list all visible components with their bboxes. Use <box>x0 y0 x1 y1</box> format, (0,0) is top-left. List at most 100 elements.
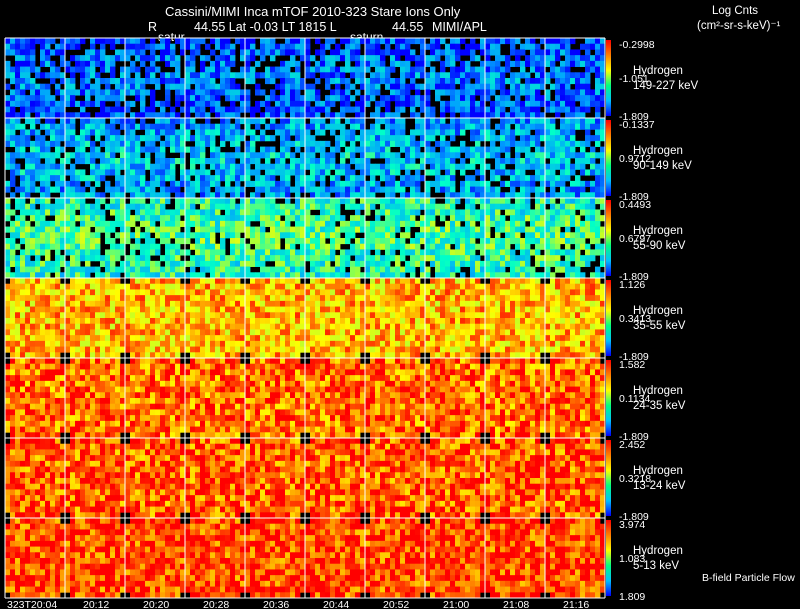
heatmap-cell <box>15 226 21 233</box>
heatmap-cell <box>560 49 566 56</box>
heatmap-cell <box>225 43 231 50</box>
heatmap-cell <box>110 220 116 227</box>
heatmap-cell <box>110 295 116 302</box>
heatmap-cell <box>535 49 541 56</box>
heatmap-cell <box>440 83 446 90</box>
heatmap-cell <box>495 100 501 107</box>
heatmap-cell <box>365 198 371 205</box>
heatmap-cell <box>85 140 91 147</box>
heatmap-cell <box>40 340 46 347</box>
heatmap-cell <box>200 100 206 107</box>
heatmap-cell <box>475 215 481 222</box>
heatmap-cell <box>540 180 546 187</box>
heatmap-cell <box>575 78 581 85</box>
heatmap-cell <box>220 335 226 342</box>
heatmap-cell <box>235 312 241 319</box>
heatmap-cell <box>530 123 536 130</box>
heatmap-cell <box>425 169 431 176</box>
heatmap-cell <box>495 66 501 73</box>
heatmap-cell <box>175 95 181 102</box>
heatmap-cell <box>480 260 486 267</box>
heatmap-cell <box>385 152 391 159</box>
heatmap-cell <box>215 306 221 313</box>
heatmap-cell <box>270 323 276 330</box>
heatmap-cell <box>170 266 176 273</box>
heatmap-cell <box>325 60 331 67</box>
heatmap-cell <box>260 306 266 313</box>
heatmap-cell <box>560 238 566 245</box>
heatmap-cell <box>180 43 186 50</box>
heatmap-cell <box>145 78 151 85</box>
heatmap-cell <box>10 209 16 216</box>
heatmap-cell <box>575 232 581 239</box>
heatmap-cell <box>165 129 171 136</box>
heatmap-cell <box>330 38 336 45</box>
heatmap-cell <box>370 112 376 119</box>
heatmap-cell <box>285 100 291 107</box>
heatmap-cell <box>130 112 136 119</box>
heatmap-cell <box>410 135 416 142</box>
heatmap-cell <box>30 318 36 325</box>
heatmap-cell <box>35 306 41 313</box>
heatmap-cell <box>20 203 26 210</box>
heatmap-cell <box>530 152 536 159</box>
heatmap-cell <box>250 72 256 79</box>
heatmap-cell <box>65 323 71 330</box>
heatmap-cell <box>235 38 241 45</box>
heatmap-cell <box>105 112 111 119</box>
heatmap-cell <box>30 335 36 342</box>
heatmap-cell <box>480 112 486 119</box>
heatmap-cell <box>420 238 426 245</box>
heatmap-cell <box>5 283 11 290</box>
heatmap-cell <box>25 66 31 73</box>
heatmap-cell <box>260 249 266 256</box>
heatmap-cell <box>550 146 556 153</box>
heatmap-cell <box>530 215 536 222</box>
heatmap-cell <box>580 72 586 79</box>
heatmap-cell <box>235 163 241 170</box>
heatmap-cell <box>260 346 266 353</box>
heatmap-cell <box>80 198 86 205</box>
heatmap-cell <box>335 169 341 176</box>
heatmap-cell <box>230 100 236 107</box>
heatmap-cell <box>325 140 331 147</box>
heatmap-cell <box>230 203 236 210</box>
heatmap-cell <box>460 129 466 136</box>
heatmap-cell <box>125 226 131 233</box>
heatmap-cell <box>100 335 106 342</box>
heatmap-cell <box>70 329 76 336</box>
heatmap-cell <box>205 203 211 210</box>
heatmap-cell <box>110 243 116 250</box>
heatmap-cell <box>410 163 416 170</box>
heatmap-cell <box>355 49 361 56</box>
heatmap-cell <box>40 89 46 96</box>
heatmap-cell <box>335 238 341 245</box>
heatmap-cell <box>25 340 31 347</box>
heatmap-cell <box>565 232 571 239</box>
heatmap-cell <box>370 60 376 67</box>
heatmap-cell <box>475 152 481 159</box>
heatmap-cell <box>415 60 421 67</box>
heatmap-cell <box>550 135 556 142</box>
heatmap-cell <box>590 66 596 73</box>
heatmap-cell <box>10 66 16 73</box>
heatmap-cell <box>465 118 471 125</box>
heatmap-cell <box>510 215 516 222</box>
heatmap-cell <box>325 123 331 130</box>
heatmap-cell <box>335 146 341 153</box>
heatmap-cell <box>110 203 116 210</box>
heatmap-cell <box>200 180 206 187</box>
heatmap-cell <box>400 38 406 45</box>
heatmap-cell <box>65 329 71 336</box>
heatmap-cell <box>100 38 106 45</box>
heatmap-cell <box>250 203 256 210</box>
heatmap-cell <box>430 203 436 210</box>
heatmap-cell <box>270 135 276 142</box>
heatmap-cell <box>380 78 386 85</box>
heatmap-cell <box>415 180 421 187</box>
heatmap-cell <box>470 198 476 205</box>
heatmap-cell <box>455 266 461 273</box>
heatmap-cell <box>465 175 471 182</box>
heatmap-cell <box>215 158 221 165</box>
heatmap-cell <box>590 249 596 256</box>
